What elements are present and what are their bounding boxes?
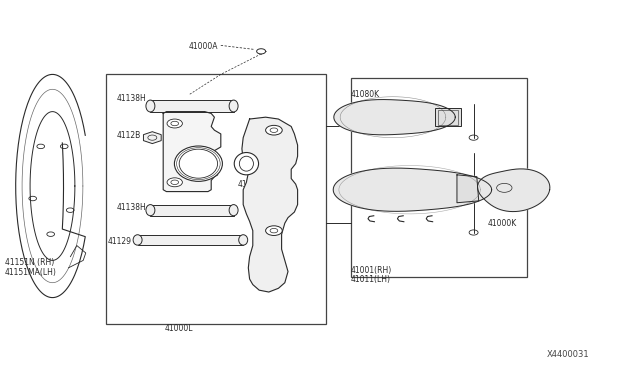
Polygon shape xyxy=(333,168,492,211)
Text: 41000K: 41000K xyxy=(488,219,517,228)
Polygon shape xyxy=(477,169,550,212)
Text: 41151MA(LH): 41151MA(LH) xyxy=(5,268,57,277)
Text: 41011(LH): 41011(LH) xyxy=(351,275,390,284)
Polygon shape xyxy=(457,175,479,203)
Bar xyxy=(351,78,527,277)
Circle shape xyxy=(257,49,266,54)
Polygon shape xyxy=(334,100,455,135)
Polygon shape xyxy=(242,117,298,292)
Text: X4400031: X4400031 xyxy=(547,350,590,359)
Ellipse shape xyxy=(229,100,238,112)
Bar xyxy=(150,100,234,112)
Text: 41001(RH): 41001(RH) xyxy=(351,266,392,275)
Circle shape xyxy=(266,226,282,235)
Bar xyxy=(435,108,461,126)
Bar xyxy=(438,110,458,125)
Text: 41138H: 41138H xyxy=(116,94,146,103)
Ellipse shape xyxy=(146,100,155,112)
Bar xyxy=(150,205,234,216)
Text: 41129: 41129 xyxy=(108,237,132,246)
Bar xyxy=(138,235,243,245)
Text: 41151N (RH): 41151N (RH) xyxy=(5,258,54,267)
Bar xyxy=(106,74,326,324)
Ellipse shape xyxy=(133,235,142,245)
Ellipse shape xyxy=(234,153,259,175)
Circle shape xyxy=(167,119,182,128)
Ellipse shape xyxy=(239,235,248,245)
Text: 41080K: 41080K xyxy=(351,90,380,99)
Polygon shape xyxy=(163,112,221,192)
Text: 41121: 41121 xyxy=(238,180,262,189)
Text: 41138H: 41138H xyxy=(116,203,146,212)
Text: 41000L: 41000L xyxy=(165,324,194,333)
Text: 4112B: 4112B xyxy=(116,131,141,140)
Ellipse shape xyxy=(174,146,223,181)
Circle shape xyxy=(266,125,282,135)
Circle shape xyxy=(167,178,182,187)
Ellipse shape xyxy=(146,205,155,216)
Text: 41000A: 41000A xyxy=(189,42,218,51)
Ellipse shape xyxy=(229,205,238,216)
